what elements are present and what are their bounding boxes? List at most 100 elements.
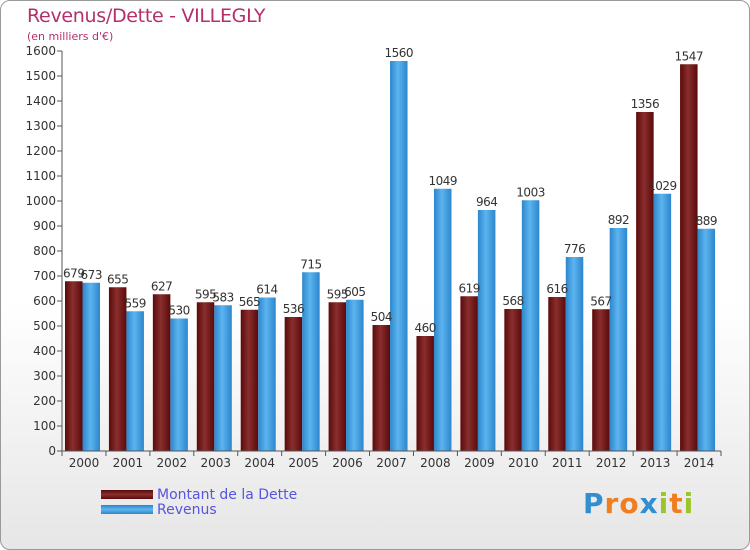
- y-tick-label: 900: [33, 219, 56, 233]
- y-tick-label: 500: [33, 319, 56, 333]
- data-label: 776: [564, 242, 585, 256]
- x-tick-label: 2007: [376, 456, 407, 470]
- legend-label-dette: Montant de la Dette: [157, 486, 298, 503]
- data-label: 655: [107, 272, 128, 286]
- bar-dette: [592, 309, 610, 451]
- data-label: 565: [239, 295, 260, 309]
- logo-letter: x: [639, 487, 659, 520]
- bar-dette: [680, 64, 698, 451]
- data-label: 568: [502, 294, 523, 308]
- data-label: 460: [415, 321, 436, 335]
- data-label: 595: [327, 287, 348, 301]
- bar-dette: [460, 296, 478, 451]
- data-label: 1547: [675, 49, 704, 63]
- logo-letter: i: [658, 487, 670, 520]
- bar-revenus: [477, 210, 496, 451]
- bar-revenus: [433, 188, 452, 451]
- bar-revenus: [390, 61, 408, 451]
- bar-revenus: [346, 299, 364, 451]
- x-tick-label: 2014: [684, 456, 715, 470]
- y-tick-label: 0: [48, 444, 56, 458]
- bar-dette: [108, 287, 127, 451]
- legend: Montant de la Dette Revenus: [101, 486, 298, 518]
- x-tick-label: 2000: [69, 456, 100, 470]
- x-tick-label: 2003: [200, 456, 231, 470]
- data-label: 679: [63, 266, 84, 280]
- x-tick-label: 2008: [420, 456, 451, 470]
- data-label: 559: [124, 296, 145, 310]
- y-tick-label: 700: [33, 269, 56, 283]
- bar-revenus: [258, 297, 276, 451]
- bar-dette: [240, 309, 259, 451]
- data-label: 583: [212, 290, 233, 304]
- y-tick-label: 400: [33, 344, 56, 358]
- data-label: 892: [608, 213, 629, 227]
- bar-dette: [548, 297, 566, 451]
- x-axis: 2000 2001 2002 2003 2004 2005 2006 2007 2008 2009…: [61, 450, 722, 470]
- proxiti-logo: Proxiti: [583, 487, 694, 520]
- x-tick-label: 2005: [288, 456, 319, 470]
- logo-letter: r: [604, 487, 620, 520]
- data-label: 567: [590, 294, 611, 308]
- legend-item-revenus: Revenus: [101, 502, 297, 518]
- x-tick-label: 2004: [244, 456, 275, 470]
- x-tick-label: 2013: [640, 456, 671, 470]
- bar-revenus: [565, 257, 584, 451]
- y-tick-label: 1500: [25, 69, 56, 83]
- bar-dette: [372, 325, 391, 451]
- x-tick-label: 2002: [157, 456, 188, 470]
- x-tick-label: 2001: [113, 456, 144, 470]
- y-tick-label: 1000: [25, 194, 56, 208]
- bar-dette: [636, 112, 654, 451]
- chart-title: Revenus/Dette - VILLEGLY: [27, 5, 266, 27]
- data-label: 530: [168, 304, 189, 318]
- bar-revenus: [521, 200, 540, 451]
- legend-swatch-dette: [101, 490, 153, 499]
- bar-revenus: [126, 311, 144, 451]
- y-axis: 0 100 200 300 400 500 600 700 800 900 1000 1100 1200…: [25, 44, 63, 458]
- bar-revenus: [82, 282, 100, 451]
- bar-revenus: [697, 228, 716, 451]
- chart-subtitle: (en milliers d'€): [27, 30, 114, 43]
- y-tick-label: 1300: [25, 119, 56, 133]
- legend-swatch-revenus: [101, 505, 153, 514]
- data-label: 715: [300, 257, 321, 271]
- data-label: 673: [81, 268, 102, 282]
- data-label: 595: [195, 287, 216, 301]
- y-tick-label: 1600: [25, 44, 56, 58]
- bars-group: [65, 61, 716, 451]
- bar-dette: [504, 309, 522, 451]
- y-tick-label: 1400: [25, 94, 56, 108]
- bar-dette: [196, 302, 215, 451]
- y-tick-label: 300: [33, 369, 56, 383]
- logo-letter: i: [683, 487, 695, 520]
- logo-letter: t: [669, 487, 684, 520]
- data-label: 619: [458, 281, 479, 295]
- bar-dette: [416, 336, 434, 451]
- bar-dette: [284, 317, 303, 451]
- logo-letter: P: [583, 487, 605, 520]
- data-label: 536: [283, 302, 304, 316]
- bar-revenus: [214, 305, 232, 451]
- x-tick-label: 2010: [508, 456, 539, 470]
- y-tick-label: 1200: [25, 144, 56, 158]
- legend-item-dette: Montant de la Dette: [101, 486, 298, 503]
- bar-revenus: [653, 193, 672, 451]
- y-tick-label: 200: [33, 394, 56, 408]
- bar-dette: [65, 281, 83, 451]
- data-label: 627: [151, 279, 172, 293]
- bar-revenus: [609, 228, 628, 451]
- data-label: 1560: [385, 46, 414, 60]
- x-tick-label: 2006: [332, 456, 363, 470]
- bar-dette: [152, 294, 171, 451]
- bar-dette: [328, 302, 347, 451]
- data-label: 1003: [516, 185, 545, 199]
- x-tick-label: 2012: [596, 456, 627, 470]
- data-label: 889: [696, 214, 717, 228]
- data-label: 616: [546, 282, 567, 296]
- data-label: 614: [256, 283, 277, 297]
- data-label: 504: [371, 310, 392, 324]
